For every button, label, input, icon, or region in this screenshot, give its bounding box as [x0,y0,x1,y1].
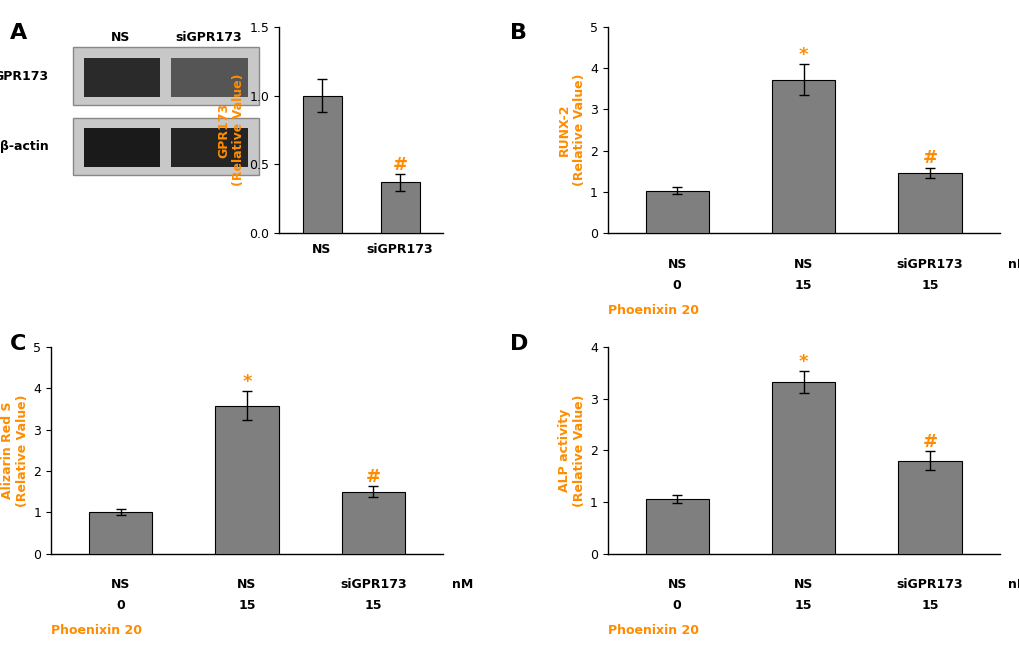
Text: siGPR173: siGPR173 [339,578,407,592]
Text: NS: NS [793,258,812,271]
Text: 15: 15 [794,279,811,291]
Text: 0: 0 [673,599,681,612]
Text: 0: 0 [673,279,681,291]
Text: #: # [921,149,936,167]
Y-axis label: RUNX-2
(Relative Value): RUNX-2 (Relative Value) [557,74,585,186]
Bar [771,382,835,554]
Bar [303,95,341,233]
Text: NS: NS [111,31,130,43]
Bar [341,492,405,554]
Text: NS: NS [237,578,257,592]
Text: siGPR173: siGPR173 [896,578,962,592]
Bar [89,512,152,554]
Text: *: * [242,374,252,391]
Text: *: * [798,353,808,371]
FancyBboxPatch shape [171,57,248,97]
Text: 15: 15 [238,599,256,612]
Text: #: # [921,434,936,452]
FancyBboxPatch shape [72,117,259,175]
Text: NS: NS [111,578,130,592]
Text: nM: nM [1008,258,1019,271]
Bar [380,182,419,233]
Text: C: C [10,334,26,354]
Text: siGPR173: siGPR173 [175,31,242,43]
Y-axis label: ALP activity
(Relative Value): ALP activity (Relative Value) [557,394,585,506]
Text: Phoenixin 20: Phoenixin 20 [607,624,698,637]
Bar [645,500,708,554]
Text: 0: 0 [116,599,124,612]
Text: siGPR173: siGPR173 [896,258,962,271]
Text: A: A [10,23,28,43]
Text: GPR173: GPR173 [0,70,49,83]
Text: 15: 15 [365,599,382,612]
Text: *: * [798,46,808,64]
Text: Phoenixin 20: Phoenixin 20 [51,624,142,637]
Text: 15: 15 [794,599,811,612]
Text: nM: nM [451,578,473,592]
Text: NS: NS [666,258,686,271]
Text: #: # [392,156,408,174]
FancyBboxPatch shape [171,128,248,167]
Text: Phoenixin 20: Phoenixin 20 [607,303,698,317]
Bar [215,406,278,554]
FancyBboxPatch shape [72,47,259,105]
Bar [898,173,961,233]
Text: B: B [510,23,527,43]
Text: NS: NS [793,578,812,592]
FancyBboxPatch shape [84,128,160,167]
Bar [771,79,835,233]
Text: 15: 15 [920,599,937,612]
Y-axis label: GPR173
(Relative Value): GPR173 (Relative Value) [217,74,245,186]
Text: β-actin: β-actin [0,140,49,153]
Y-axis label: Alizarin Red S
(Relative Value): Alizarin Red S (Relative Value) [1,394,30,506]
Text: D: D [510,334,528,354]
Bar [645,191,708,233]
Bar [898,461,961,554]
Text: nM: nM [1008,578,1019,592]
Text: 15: 15 [920,279,937,291]
Text: #: # [366,468,381,486]
FancyBboxPatch shape [84,57,160,97]
Text: NS: NS [666,578,686,592]
